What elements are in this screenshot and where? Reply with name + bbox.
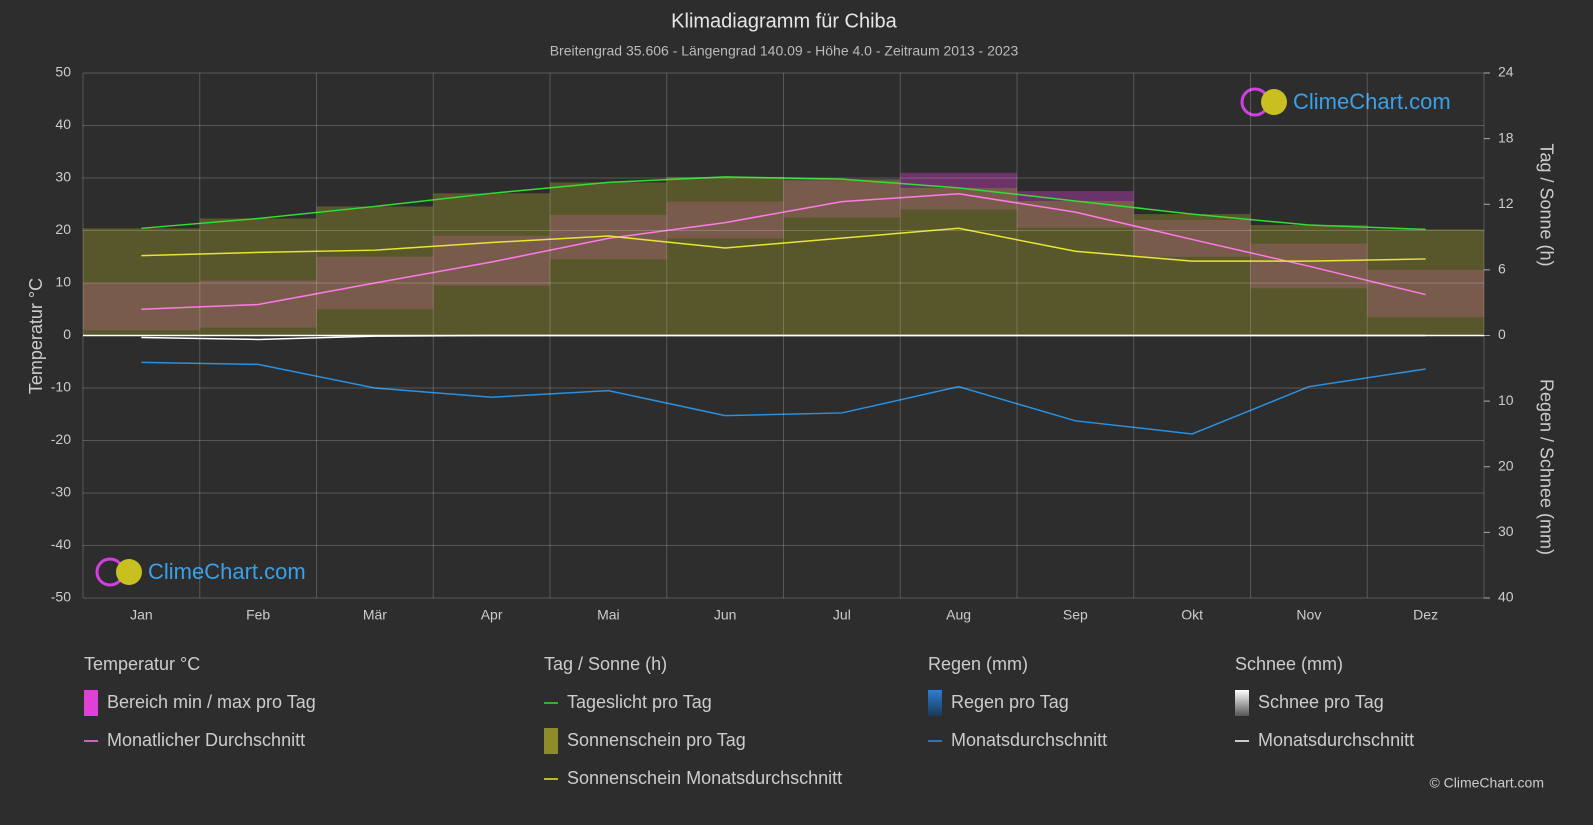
x-tick-label: Sep xyxy=(1063,607,1088,623)
temp-range xyxy=(1367,269,1484,318)
legend-swatch xyxy=(928,690,942,716)
legend-label: Sonnenschein Monatsdurchschnitt xyxy=(567,768,842,788)
y3-tick-label: 20 xyxy=(1498,457,1514,473)
y-axis-title: Temperatur °C xyxy=(26,278,46,394)
y3-tick-label: 10 xyxy=(1498,392,1514,408)
logo-sun xyxy=(116,559,142,585)
sunshine-band xyxy=(1017,200,1134,336)
y-tick-label: 50 xyxy=(55,64,71,80)
y-tick-label: -10 xyxy=(51,379,71,395)
x-tick-label: Mär xyxy=(363,607,387,623)
legend-label: Bereich min / max pro Tag xyxy=(107,692,316,712)
legend-title: Tag / Sonne (h) xyxy=(544,654,667,674)
x-tick-label: Jul xyxy=(833,607,851,623)
legend-swatch xyxy=(84,690,98,716)
logo-bottom: ClimeChart.com xyxy=(95,557,306,587)
y-tick-label: 0 xyxy=(63,326,71,342)
chart-subtitle: Breitengrad 35.606 - Längengrad 140.09 -… xyxy=(550,43,1019,59)
y3-axis-title: Regen / Schnee (mm) xyxy=(1536,379,1556,555)
y-tick-label: 30 xyxy=(55,169,71,185)
sunshine-band xyxy=(1367,229,1484,336)
series-line xyxy=(141,176,1426,231)
plot-area xyxy=(83,172,1484,435)
legend-label: Monatlicher Durchschnitt xyxy=(107,730,305,750)
x-tick-label: Jan xyxy=(130,607,153,623)
temp-range xyxy=(900,172,1017,210)
legend-title: Temperatur °C xyxy=(84,654,200,674)
sunshine-band xyxy=(783,179,901,336)
y2-tick-label: 0 xyxy=(1498,326,1506,342)
legend-label: Tageslicht pro Tag xyxy=(567,692,712,712)
y3-tick-label: 30 xyxy=(1498,523,1514,539)
x-tick-label: Okt xyxy=(1181,607,1203,623)
legend-label: Monatsdurchschnitt xyxy=(1258,730,1414,750)
legend-swatch xyxy=(1235,690,1249,716)
sunshine-band xyxy=(83,228,200,336)
temp-range xyxy=(433,235,550,286)
y2-tick-label: 12 xyxy=(1498,195,1514,211)
y-tick-label: -50 xyxy=(51,589,71,605)
x-tick-label: Apr xyxy=(481,607,503,623)
series-line xyxy=(141,192,1426,310)
temp-range xyxy=(666,201,784,239)
y-tick-label: 40 xyxy=(55,116,71,132)
series-line xyxy=(141,361,1426,435)
legend-label: Sonnenschein pro Tag xyxy=(567,730,746,750)
sunshine-band xyxy=(316,206,434,336)
y2-axis-title: Tag / Sonne (h) xyxy=(1536,143,1556,266)
copyright: © ClimeChart.com xyxy=(1429,775,1544,791)
sunshine-band xyxy=(433,193,550,336)
sunshine-band xyxy=(1133,214,1251,336)
x-tick-label: Nov xyxy=(1296,607,1321,623)
y-tick-label: 10 xyxy=(55,274,71,290)
sunshine-band xyxy=(199,218,317,336)
y2-tick-label: 18 xyxy=(1498,129,1514,145)
y-tick-label: -40 xyxy=(51,536,71,552)
logo-sun xyxy=(1261,89,1287,115)
sunshine-band xyxy=(550,182,667,336)
legend-title: Regen (mm) xyxy=(928,654,1028,674)
sunshine-band xyxy=(666,176,784,336)
series-line xyxy=(141,227,1426,262)
legend-swatch xyxy=(544,728,558,754)
y-tick-label: -30 xyxy=(51,484,71,500)
y2-tick-label: 6 xyxy=(1498,261,1506,277)
temp-range xyxy=(1133,220,1251,257)
y-tick-label: -20 xyxy=(51,431,71,447)
x-tick-label: Dez xyxy=(1413,607,1438,623)
temp-range xyxy=(83,283,200,331)
legend-label: Regen pro Tag xyxy=(951,692,1069,712)
legend-label: Monatsdurchschnitt xyxy=(951,730,1107,750)
legend-title: Schnee (mm) xyxy=(1235,654,1343,674)
x-tick-label: Mai xyxy=(597,607,620,623)
logo-top: ClimeChart.com xyxy=(1240,87,1451,117)
temp-range xyxy=(550,214,667,260)
y-tick-label: 20 xyxy=(55,221,71,237)
x-tick-label: Jun xyxy=(714,607,737,623)
sunshine-band xyxy=(1250,225,1368,336)
y2-tick-label: 24 xyxy=(1498,64,1514,80)
y3-tick-label: 40 xyxy=(1498,589,1514,605)
x-tick-label: Aug xyxy=(946,607,971,623)
legend-label: Schnee pro Tag xyxy=(1258,692,1384,712)
watermark: ClimeChart.com xyxy=(1293,89,1451,114)
watermark: ClimeChart.com xyxy=(148,559,306,584)
x-tick-label: Feb xyxy=(246,607,270,623)
chart-title: Klimadiagramm für Chiba xyxy=(671,10,898,32)
sunshine-band xyxy=(900,187,1017,336)
